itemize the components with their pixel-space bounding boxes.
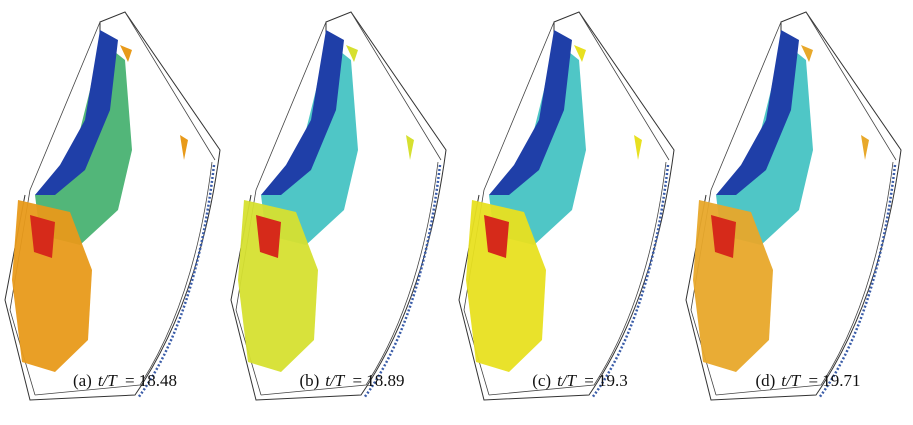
caption-value: = 18.48 — [125, 371, 177, 390]
caption-quantity: t/T — [557, 371, 576, 390]
caption-value: = 19.71 — [808, 371, 860, 390]
caption-tag: (b) — [299, 371, 319, 390]
caption-tag: (c) — [532, 371, 551, 390]
caption-quantity: t/T — [98, 371, 117, 390]
caption-value: = 18.89 — [352, 371, 404, 390]
figure: (a) t/T = 18.48 (b) t/T = 18.89 (c) t/T = 19.… — [0, 0, 913, 425]
caption: (a) t/T = 18.48 — [15, 371, 235, 391]
caption: (d) t/T = 19.71 — [698, 371, 913, 391]
caption-value: = 19.3 — [584, 371, 628, 390]
caption-quantity: t/T — [781, 371, 800, 390]
caption: (b) t/T = 18.89 — [242, 371, 462, 391]
caption-quantity: t/T — [325, 371, 344, 390]
caption: (c) t/T = 19.3 — [470, 371, 690, 391]
caption-tag: (a) — [73, 371, 92, 390]
caption-tag: (d) — [755, 371, 775, 390]
visualization — [0, 0, 913, 425]
